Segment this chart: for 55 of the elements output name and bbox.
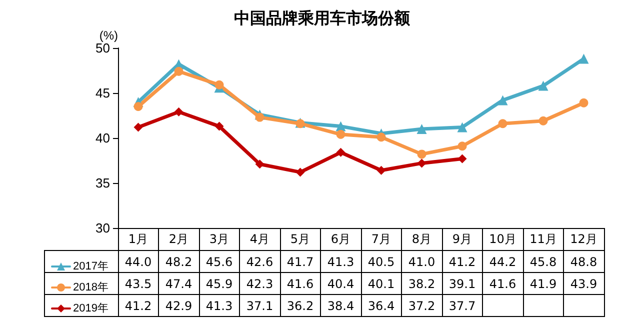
data-label: 43.5 (118, 272, 158, 294)
x-tick-label: 8月 (402, 228, 442, 250)
data-label: 41.3 (199, 294, 240, 316)
x-tick-label: 10月 (482, 228, 523, 250)
data-label: 40.1 (361, 272, 402, 294)
data-label: 37.7 (442, 294, 482, 316)
x-tick-label: 1月 (118, 228, 158, 250)
y-tick-label: 45 (96, 86, 110, 100)
data-label: 43.9 (564, 272, 604, 294)
data-label: 42.6 (240, 250, 280, 272)
data-label: 36.4 (361, 294, 402, 316)
data-label: 41.2 (442, 250, 482, 272)
data-label: 41.3 (320, 250, 361, 272)
data-label: 39.1 (442, 272, 482, 294)
data-label: 41.2 (118, 294, 158, 316)
data-label: 42.9 (158, 294, 199, 316)
x-tick-label: 7月 (361, 228, 402, 250)
data-label: 41.0 (402, 250, 442, 272)
chart-title: 中国品牌乘用车市场份额 (234, 10, 411, 28)
legend-label: 2018年 (73, 282, 108, 294)
data-label: 44.2 (482, 250, 523, 272)
data-label: 38.2 (402, 272, 442, 294)
data-label: 40.5 (361, 250, 402, 272)
data-label: 38.4 (320, 294, 361, 316)
data-label: 44.0 (118, 250, 158, 272)
data-label: 41.6 (280, 272, 320, 294)
data-label: 45.6 (199, 250, 240, 272)
y-axis-title: (%) (99, 28, 118, 43)
data-label: 48.8 (564, 250, 604, 272)
data-label: 47.4 (158, 272, 199, 294)
x-tick-label: 3月 (199, 228, 240, 250)
y-tick-label: 50 (96, 40, 110, 56)
data-label: 42.3 (240, 272, 280, 294)
x-tick-label: 2月 (158, 228, 199, 250)
data-label: 48.2 (158, 250, 199, 272)
x-tick-label: 6月 (320, 228, 361, 250)
data-label: 41.7 (280, 250, 320, 272)
y-tick-label: 40 (96, 130, 110, 146)
y-tick-label: 30 (96, 220, 110, 236)
y-tick-label: 35 (96, 176, 110, 190)
data-label: 37.1 (240, 294, 280, 316)
x-tick-label: 12月 (564, 228, 604, 250)
x-tick-label: 9月 (442, 228, 482, 250)
legend-label: 2019年 (73, 302, 108, 314)
data-label: 36.2 (280, 294, 320, 316)
legend-label: 2017年 (73, 260, 108, 272)
data-label: 37.2 (402, 294, 442, 316)
data-label: 40.4 (320, 272, 361, 294)
x-tick-label: 11月 (523, 228, 564, 250)
data-label: 45.9 (199, 272, 240, 294)
data-label: 41.6 (482, 272, 523, 294)
data-label: 41.9 (523, 272, 564, 294)
x-tick-label: 4月 (240, 228, 280, 250)
x-tick-label: 5月 (280, 228, 320, 250)
data-label: 45.8 (523, 250, 564, 272)
